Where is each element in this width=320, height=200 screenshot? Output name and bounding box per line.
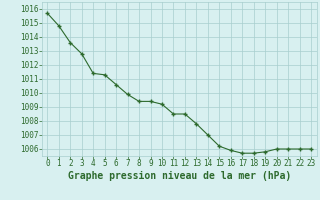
X-axis label: Graphe pression niveau de la mer (hPa): Graphe pression niveau de la mer (hPa)	[68, 171, 291, 181]
